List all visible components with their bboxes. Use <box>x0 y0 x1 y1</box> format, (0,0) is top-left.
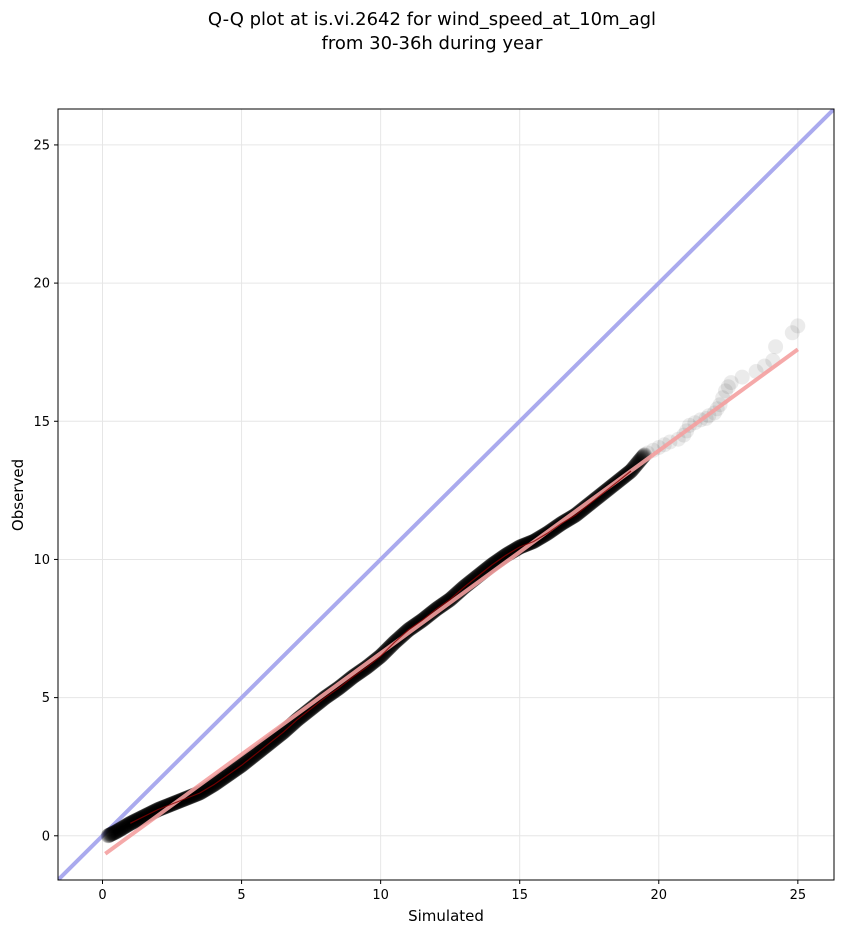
qq-point <box>105 826 121 841</box>
qq-point <box>102 827 118 843</box>
y-tick-label: 5 <box>42 691 50 706</box>
fit-line <box>104 347 800 856</box>
qq-point <box>107 824 123 840</box>
qq-point <box>106 825 122 841</box>
qq-tail-point <box>784 325 800 341</box>
qq-point <box>108 824 124 840</box>
qq-point <box>120 817 136 833</box>
qq-point <box>117 819 133 835</box>
chart-title-line1: Q-Q plot at is.vi.2642 for wind_speed_at… <box>208 9 656 30</box>
qq-point <box>121 816 136 832</box>
qq-point <box>104 826 120 842</box>
qq-point <box>109 823 125 839</box>
qq-tail-point <box>768 339 784 355</box>
qq-point <box>110 823 126 839</box>
qq-point <box>113 821 129 837</box>
qq-point <box>631 454 647 470</box>
qq-point <box>112 822 128 838</box>
y-tick-label: 20 <box>33 277 50 292</box>
qq-point <box>109 823 125 839</box>
qq-point <box>103 826 119 842</box>
qq-point <box>120 817 136 833</box>
qq-point <box>115 820 131 836</box>
qq-point <box>115 820 131 836</box>
x-tick-label: 0 <box>98 888 106 903</box>
qq-point <box>104 826 120 842</box>
y-axis-label: Observed <box>9 459 27 531</box>
qq-point <box>116 819 131 835</box>
qq-point <box>111 822 127 838</box>
qq-point <box>632 453 648 469</box>
qq-point <box>114 820 130 836</box>
plot-frame <box>57 108 835 881</box>
x-tick-label: 20 <box>651 888 668 903</box>
qq-point <box>118 818 134 834</box>
qq-point <box>102 827 118 843</box>
chart-title-line2: from 30-36h during year <box>322 33 544 54</box>
qq-point <box>116 819 132 835</box>
qq-point <box>106 825 122 841</box>
qq-point <box>114 820 130 836</box>
qq-point <box>118 818 134 834</box>
y-axis-ticks: 0 5 10 15 20 25 <box>33 138 58 844</box>
qq-point <box>101 827 117 843</box>
qq-point <box>122 815 138 831</box>
qq-tail-point <box>723 375 739 391</box>
qq-point <box>111 822 127 838</box>
qq-tail-point <box>734 369 750 385</box>
qq-tail-point <box>790 318 806 334</box>
qq-point <box>100 828 116 844</box>
qq-point <box>103 827 119 842</box>
qq-point <box>119 817 135 833</box>
x-tick-label: 10 <box>372 888 389 903</box>
qq-tail-point <box>720 379 736 395</box>
qq-point <box>121 816 137 832</box>
qq-tail-point <box>718 383 733 399</box>
fit-line-overlay <box>130 470 632 824</box>
data-points <box>100 318 806 844</box>
qq-point <box>101 828 116 844</box>
qq-point <box>110 823 126 839</box>
qq-point <box>113 821 129 837</box>
y-tick-label: 0 <box>42 829 50 844</box>
qq-point <box>122 816 138 832</box>
qq-point <box>116 819 132 835</box>
x-axis-ticks: 0 5 10 15 20 25 <box>98 880 806 903</box>
qq-point <box>108 824 124 840</box>
y-tick-label: 10 <box>33 553 50 568</box>
x-tick-label: 25 <box>790 888 807 903</box>
qq-point <box>103 826 119 842</box>
qq-point <box>631 453 647 469</box>
qq-point <box>111 822 126 838</box>
x-axis-label: Simulated <box>408 907 484 925</box>
qq-point <box>108 824 124 840</box>
y-tick-label: 25 <box>33 138 50 153</box>
qq-point <box>117 818 133 834</box>
y-tick-label: 15 <box>33 415 50 430</box>
grid-lines <box>58 109 834 880</box>
identity-line <box>58 109 834 880</box>
qq-point <box>113 821 129 837</box>
qq-point <box>101 827 117 843</box>
qq-point <box>119 817 135 833</box>
qq-point <box>107 825 123 840</box>
qq-point <box>118 818 134 834</box>
qq-point <box>105 825 121 841</box>
x-tick-label: 5 <box>237 888 245 903</box>
qq-point <box>112 821 128 837</box>
qq-point <box>106 825 121 841</box>
x-tick-label: 15 <box>511 888 528 903</box>
qq-point <box>121 816 137 832</box>
